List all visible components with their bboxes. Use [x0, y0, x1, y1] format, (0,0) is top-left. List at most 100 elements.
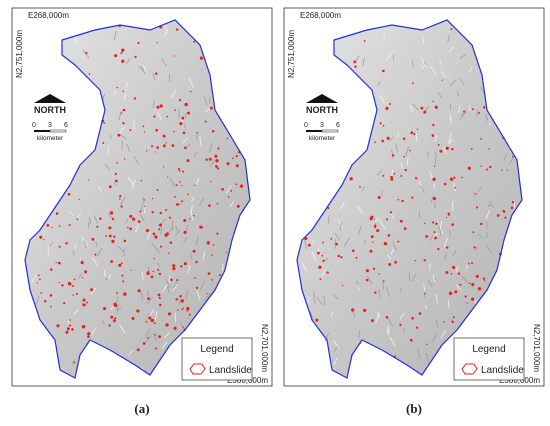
hillshade-ridge: [448, 133, 452, 143]
hillshade-ridge: [430, 66, 437, 75]
landslide: [148, 316, 152, 320]
landslide: [156, 189, 159, 191]
bottom-northing: N2,701,000m: [532, 324, 541, 372]
landslide: [120, 205, 123, 208]
hillshade-ridge: [170, 88, 177, 99]
hillshade-ridge: [392, 54, 395, 62]
hillshade-ridge: [432, 232, 438, 239]
landslide: [121, 274, 124, 277]
landslide: [420, 106, 424, 110]
landslide: [114, 172, 117, 175]
landslide: [116, 86, 119, 89]
hillshade-ridge: [391, 149, 394, 159]
landslide: [195, 286, 199, 290]
hillshade-ridge: [422, 37, 425, 44]
landslide: [58, 245, 61, 248]
hillshade-ridge: [448, 46, 455, 53]
hillshade-ridge: [119, 195, 126, 206]
hillshade-ridge: [165, 279, 171, 289]
hillshade-ridge: [343, 237, 350, 248]
landslide: [69, 319, 71, 321]
landslide: [120, 262, 123, 265]
hillshade-ridge: [328, 215, 330, 224]
landslide: [409, 338, 413, 342]
landslide: [175, 184, 178, 187]
landslide: [150, 318, 155, 323]
landslide: [99, 217, 102, 220]
landslide: [208, 204, 211, 207]
landslide: [450, 28, 453, 31]
hillshade-ridge: [449, 103, 452, 110]
landslide: [211, 254, 213, 256]
hillshade-ridge: [452, 249, 457, 256]
landslide: [122, 280, 125, 283]
landslide: [111, 239, 115, 244]
hillshade-ridge: [178, 297, 181, 305]
landslide: [173, 326, 177, 330]
landslide: [178, 98, 182, 102]
hillshade-ridge: [103, 270, 106, 278]
landslide: [87, 335, 90, 338]
landslide: [110, 315, 114, 319]
landslide: [443, 321, 445, 323]
landslide: [485, 168, 488, 171]
hillshade-ridge: [432, 333, 438, 342]
landslide: [147, 270, 150, 274]
hillshade-ridge: [106, 145, 110, 155]
hillshade-ridge: [361, 81, 365, 90]
landslide: [76, 218, 79, 221]
landslide: [387, 234, 391, 237]
hillshade-ridge: [163, 28, 169, 37]
landslide: [85, 51, 88, 55]
landslide: [351, 308, 355, 312]
landslide: [105, 278, 107, 280]
landslide: [184, 102, 188, 107]
landslide: [140, 179, 143, 182]
landslide: [154, 151, 156, 153]
hillshade-ridge: [190, 205, 193, 214]
landslide: [434, 105, 438, 109]
landslide: [426, 343, 428, 346]
landslide: [152, 270, 155, 273]
landslide: [214, 154, 218, 158]
hillshade-ridge: [90, 287, 97, 295]
landslide: [96, 225, 99, 228]
hillshade-ridge: [119, 134, 127, 139]
landslide: [211, 278, 214, 281]
landslide: [393, 172, 396, 175]
landslide: [441, 79, 443, 81]
landslide: [114, 317, 117, 320]
hillshade-ridge: [429, 263, 431, 271]
hillshade-ridge: [373, 217, 380, 224]
hillshade-ridge: [77, 212, 82, 219]
landslide: [68, 324, 72, 327]
landslide: [113, 302, 117, 306]
hillshade-ridge: [174, 229, 181, 236]
landslide: [87, 332, 91, 336]
hillshade-ridge: [119, 324, 126, 334]
landslide: [382, 174, 385, 177]
landslide: [432, 100, 434, 103]
landslide: [236, 204, 240, 208]
landslide: [359, 186, 361, 188]
landslide: [165, 142, 167, 144]
hillshade-ridge: [137, 65, 144, 72]
hillshade-ridge: [190, 212, 194, 221]
hillshade-ridge: [419, 185, 425, 193]
landslide: [127, 226, 129, 229]
hillshade-ridge: [140, 202, 144, 212]
landslide: [192, 249, 196, 253]
landslide: [159, 104, 163, 108]
landslide: [424, 292, 426, 295]
landslide: [108, 185, 112, 189]
hillshade-ridge: [151, 242, 158, 250]
hillshade-ridge: [423, 283, 425, 293]
landslide: [158, 223, 163, 227]
landslide: [183, 230, 187, 235]
landslide: [488, 148, 490, 150]
landslide: [378, 273, 380, 275]
landslide: [221, 187, 224, 191]
landslide: [181, 200, 184, 203]
landslide: [158, 272, 162, 276]
